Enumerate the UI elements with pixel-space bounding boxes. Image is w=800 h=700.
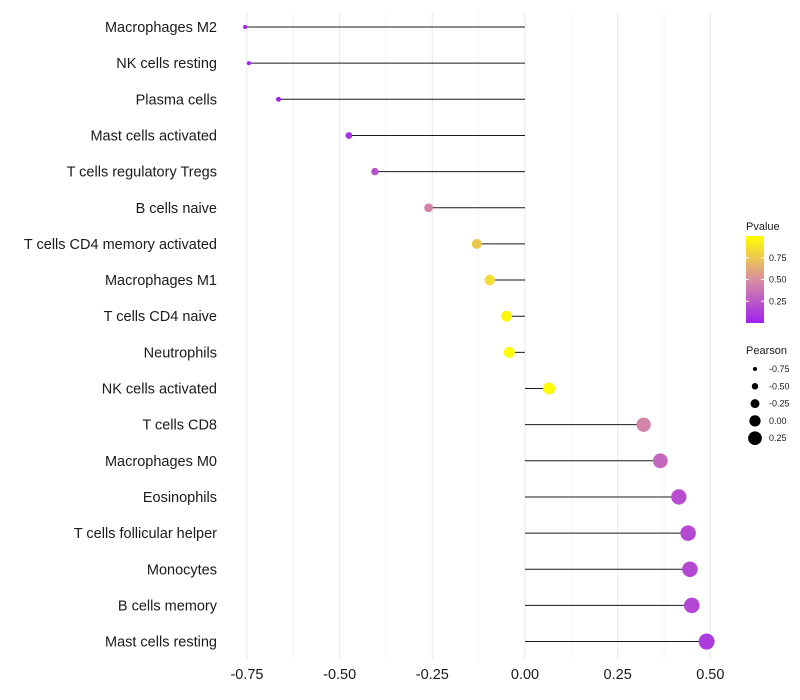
lollipop-point bbox=[471, 238, 482, 249]
x-tick-label: 0.25 bbox=[604, 667, 632, 683]
category-label: Macrophages M1 bbox=[105, 273, 217, 289]
category-label: Monocytes bbox=[147, 562, 217, 578]
lollipop-points bbox=[243, 24, 715, 650]
lollipop-point bbox=[684, 597, 700, 614]
category-label: Neutrophils bbox=[144, 345, 217, 361]
x-axis-tick-labels: -0.75 -0.50 -0.25 0.00 0.25 0.50 bbox=[230, 667, 724, 683]
lollipop-point bbox=[345, 132, 353, 139]
legend-colorbar-ticks: 0.75 0.50 0.25 bbox=[746, 253, 787, 306]
category-label: NK cells resting bbox=[116, 56, 217, 72]
legend-size-point bbox=[748, 431, 762, 446]
lollipop-point bbox=[680, 525, 696, 541]
category-label: Eosinophils bbox=[143, 490, 217, 506]
lollipop-point bbox=[671, 489, 687, 505]
x-tick-label: 0.00 bbox=[511, 667, 539, 683]
category-label: NK cells activated bbox=[102, 382, 217, 398]
category-label: Mast cells resting bbox=[105, 635, 217, 651]
category-label: Mast cells activated bbox=[90, 128, 217, 144]
legend-size-entries: -0.75 -0.50 -0.25 0.00 0.25 bbox=[748, 364, 790, 446]
category-label: T cells follicular helper bbox=[74, 526, 217, 542]
legend-size-label: 0.00 bbox=[769, 416, 787, 426]
lollipop-point bbox=[636, 417, 651, 432]
legend-size-label: 0.25 bbox=[769, 433, 787, 443]
category-label: Macrophages M0 bbox=[105, 454, 217, 470]
colorbar-tick-label: 0.50 bbox=[769, 275, 787, 285]
category-label: T cells CD4 memory activated bbox=[24, 237, 217, 253]
legend-size-title: Pearson bbox=[746, 345, 787, 357]
legend-size-label: -0.25 bbox=[769, 399, 790, 409]
category-label: Macrophages M2 bbox=[105, 20, 217, 36]
lollipop-point bbox=[501, 310, 512, 322]
lollipop-point bbox=[276, 96, 281, 102]
legend-color-title: Pvalue bbox=[746, 221, 780, 233]
lollipop-point bbox=[246, 61, 251, 66]
legend-size-point bbox=[749, 415, 761, 427]
lollipop-point bbox=[698, 633, 715, 650]
category-label: Plasma cells bbox=[136, 92, 217, 108]
lollipop-point bbox=[484, 274, 495, 286]
lollipop-point bbox=[371, 167, 379, 176]
legend-size-point bbox=[751, 383, 759, 390]
x-tick-label: -0.50 bbox=[323, 667, 356, 683]
legend-size-point bbox=[750, 399, 760, 409]
category-labels: Macrophages M2 NK cells resting Plasma cel… bbox=[24, 20, 218, 651]
grid-lines bbox=[246, 12, 711, 660]
legend-colorbar bbox=[746, 236, 764, 323]
legend: Pvalue 0.750.500.25 Pearson -0.75-0.50-0… bbox=[746, 221, 790, 446]
lollipop-point bbox=[503, 346, 515, 358]
colorbar-tick-label: 0.75 bbox=[769, 253, 787, 263]
lollipop-point bbox=[652, 453, 668, 469]
category-label: T cells regulatory Tregs bbox=[67, 165, 217, 181]
legend-size-point bbox=[752, 366, 758, 372]
category-label: B cells naive bbox=[136, 201, 217, 217]
category-label: T cells CD4 naive bbox=[104, 309, 217, 325]
lollipop-segments bbox=[245, 26, 707, 643]
lollipop-point bbox=[424, 203, 434, 213]
colorbar-tick-label: 0.25 bbox=[769, 296, 787, 306]
lollipop-point bbox=[682, 561, 698, 578]
lollipop-point bbox=[543, 382, 556, 395]
x-tick-label: -0.25 bbox=[416, 667, 449, 683]
x-tick-label: 0.50 bbox=[696, 667, 724, 683]
category-label: T cells CD8 bbox=[142, 418, 217, 434]
category-label: B cells memory bbox=[118, 598, 218, 614]
legend-size-label: -0.50 bbox=[769, 381, 790, 391]
legend-size-label: -0.75 bbox=[769, 364, 790, 374]
lollipop-point bbox=[243, 24, 248, 30]
x-tick-label: -0.75 bbox=[230, 667, 263, 683]
